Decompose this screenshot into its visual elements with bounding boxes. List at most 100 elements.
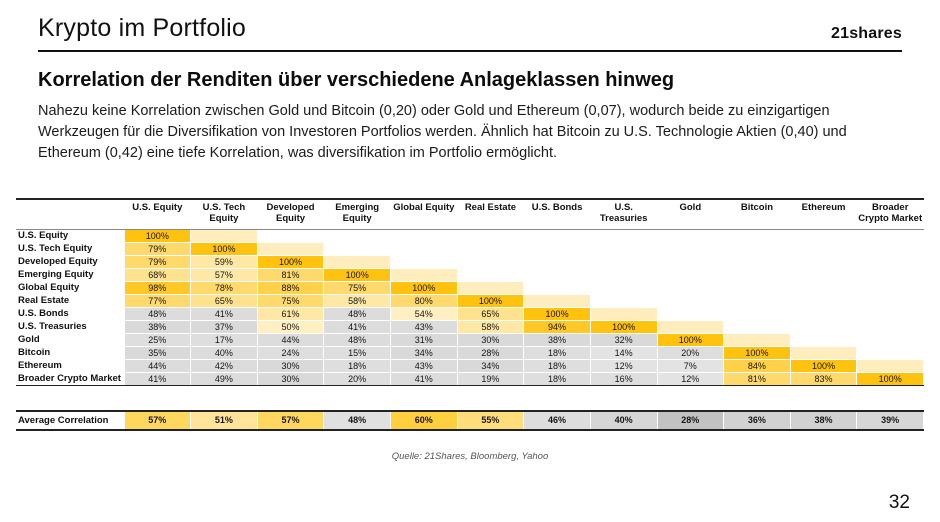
matrix-cell: 12% bbox=[589, 359, 658, 374]
empty-cell bbox=[523, 242, 591, 257]
empty-cell bbox=[723, 281, 791, 296]
matrix-cell: 31% bbox=[390, 333, 458, 348]
matrix-cell: 20% bbox=[323, 372, 391, 387]
matrix-cell: 100% bbox=[523, 307, 591, 322]
matrix-cell: 94% bbox=[523, 320, 591, 335]
column-header: U.S. Bonds bbox=[523, 198, 591, 231]
empty-cell bbox=[390, 229, 458, 244]
empty-cell bbox=[856, 307, 924, 322]
empty-cell bbox=[789, 333, 858, 348]
matrix-cell: 100% bbox=[323, 268, 391, 283]
matrix-cell: 100% bbox=[589, 320, 658, 335]
table-row: Broader Crypto Market 41% 49% 30% 20% 41% 19% 1… bbox=[16, 372, 924, 387]
empty-cell bbox=[723, 268, 791, 283]
row-label: U.S. Tech Equity bbox=[18, 243, 93, 255]
empty-cell bbox=[856, 281, 924, 296]
empty-cell bbox=[523, 229, 591, 244]
page-number: 32 bbox=[888, 492, 910, 513]
empty-cell bbox=[523, 281, 591, 296]
matrix-cell: 41% bbox=[190, 307, 258, 322]
empty-cell bbox=[390, 255, 458, 270]
matrix-cell: 18% bbox=[523, 372, 591, 387]
column-header: Broader Crypto Market bbox=[856, 198, 924, 231]
table-row: Bitcoin 35% 40% 24% 15% 34% 28% 18% 14% 20% 100% bbox=[16, 346, 924, 361]
matrix-cell: 98% bbox=[123, 281, 192, 296]
correlation-matrix: U.S. Equity U.S. Tech Equity Developed Equit… bbox=[16, 198, 924, 432]
matrix-cell: 38% bbox=[123, 320, 192, 335]
column-header: Ethereum bbox=[790, 198, 857, 231]
table-row: Developed Equity 79% 59% 100% bbox=[16, 255, 924, 270]
matrix-body: U.S. Equity 100% U.S. Tech Equity 79% 100% De… bbox=[16, 229, 924, 387]
table-row: U.S. Bonds 48% 41% 61% 48% 54% 65% 100% bbox=[16, 307, 924, 322]
average-cell: 46% bbox=[523, 410, 591, 432]
matrix-cell: 88% bbox=[256, 281, 325, 296]
matrix-cell: 30% bbox=[456, 333, 525, 348]
matrix-cell: 41% bbox=[390, 372, 458, 387]
matrix-cell: 16% bbox=[589, 372, 658, 387]
empty-cell bbox=[856, 242, 924, 257]
row-label: Emerging Equity bbox=[18, 269, 94, 281]
average-table: Average Correlation 57% 51% 57% 48% 60% 55% 46… bbox=[16, 410, 924, 432]
masthead: Krypto im Portfolio 21shares bbox=[38, 0, 902, 52]
matrix-cell: 40% bbox=[190, 346, 258, 361]
matrix-table: U.S. Equity U.S. Tech Equity Developed Equit… bbox=[16, 198, 924, 387]
matrix-cell: 44% bbox=[256, 333, 325, 348]
average-cell: 60% bbox=[390, 410, 458, 432]
matrix-cell: 80% bbox=[390, 294, 458, 309]
column-header: Real Estate bbox=[457, 198, 524, 231]
step-cell bbox=[589, 307, 658, 322]
step-cell bbox=[323, 255, 391, 270]
matrix-cell: 14% bbox=[589, 346, 658, 361]
empty-cell bbox=[589, 294, 658, 309]
matrix-cell: 100% bbox=[856, 372, 924, 387]
row-label: U.S. Equity bbox=[18, 230, 69, 242]
matrix-cell: 78% bbox=[190, 281, 258, 296]
matrix-cell: 57% bbox=[190, 268, 258, 283]
empty-cell bbox=[723, 242, 791, 257]
table-row: Global Equity 98% 78% 88% 75% 100% bbox=[16, 281, 924, 296]
matrix-cell: 59% bbox=[190, 255, 258, 270]
matrix-cell: 100% bbox=[656, 333, 725, 348]
empty-cell bbox=[656, 255, 725, 270]
row-label: Global Equity bbox=[18, 282, 80, 294]
table-row: Ethereum 44% 42% 30% 18% 43% 34% 18% 12% 7% 84% 100… bbox=[16, 359, 924, 374]
matrix-cell: 100% bbox=[256, 255, 325, 270]
matrix-cell: 100% bbox=[390, 281, 458, 296]
column-header: Bitcoin bbox=[723, 198, 791, 231]
table-row: U.S. Treasuries 38% 37% 50% 41% 43% 58% 94% 100% bbox=[16, 320, 924, 335]
matrix-cell: 100% bbox=[456, 294, 525, 309]
row-label: Gold bbox=[18, 334, 40, 346]
step-cell bbox=[390, 268, 458, 283]
empty-cell bbox=[656, 229, 725, 244]
empty-cell bbox=[723, 229, 791, 244]
corner-cell bbox=[16, 198, 124, 231]
matrix-cell: 54% bbox=[390, 307, 458, 322]
step-cell bbox=[456, 281, 525, 296]
table-row: U.S. Tech Equity 79% 100% bbox=[16, 242, 924, 257]
empty-cell bbox=[856, 229, 924, 244]
row-label: Ethereum bbox=[18, 360, 62, 372]
empty-cell bbox=[456, 255, 525, 270]
matrix-cell: 30% bbox=[256, 372, 325, 387]
matrix-cell: 43% bbox=[390, 320, 458, 335]
row-label: Broader Crypto Market bbox=[16, 372, 124, 387]
table-row: Gold 25% 17% 44% 48% 31% 30% 38% 32% 100% bbox=[16, 333, 924, 348]
step-cell bbox=[256, 242, 325, 257]
matrix-cell: 49% bbox=[190, 372, 258, 387]
matrix-cell: 58% bbox=[456, 320, 525, 335]
column-header: Global Equity bbox=[390, 198, 458, 231]
matrix-cell: 48% bbox=[323, 333, 391, 348]
empty-cell bbox=[523, 268, 591, 283]
average-row: Average Correlation 57% 51% 57% 48% 60% 55% 46… bbox=[16, 410, 924, 432]
matrix-cell: 32% bbox=[589, 333, 658, 348]
empty-cell bbox=[656, 242, 725, 257]
matrix-cell: 84% bbox=[723, 359, 791, 374]
matrix-cell: 75% bbox=[256, 294, 325, 309]
empty-cell bbox=[789, 320, 858, 335]
matrix-cell: 37% bbox=[190, 320, 258, 335]
body-text: Nahezu keine Korrelation zwischen Gold u… bbox=[38, 103, 847, 162]
matrix-cell: 18% bbox=[323, 359, 391, 374]
empty-cell bbox=[723, 294, 791, 309]
step-cell bbox=[523, 294, 591, 309]
empty-cell bbox=[456, 268, 525, 283]
